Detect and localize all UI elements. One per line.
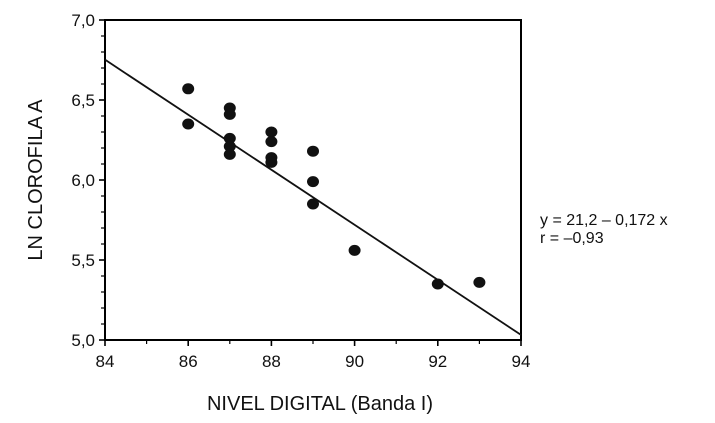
data-point xyxy=(223,108,236,120)
data-point xyxy=(307,176,319,188)
data-point xyxy=(265,156,278,168)
x-tick-label: 84 xyxy=(96,352,115,371)
data-point xyxy=(223,148,236,160)
data-point xyxy=(223,140,236,152)
correlation-coefficient: r = –0,93 xyxy=(540,230,604,247)
x-tick-label: 88 xyxy=(262,352,281,371)
data-point xyxy=(223,132,236,144)
data-point xyxy=(473,276,486,288)
y-tick-label: 6,5 xyxy=(71,91,95,110)
x-tick-label: 94 xyxy=(512,352,531,371)
y-tick-label: 5,5 xyxy=(71,251,95,270)
x-axis-label: NIVEL DIGITAL (Banda I) xyxy=(207,393,433,415)
data-point xyxy=(182,118,195,130)
data-point xyxy=(348,244,361,256)
labels-layer: NIVEL DIGITAL (Banda I) LN CLOROFILA A y… xyxy=(25,99,668,415)
data-point xyxy=(182,83,195,95)
points-layer xyxy=(182,83,486,290)
x-tick-label: 92 xyxy=(428,352,447,371)
x-tick-label: 90 xyxy=(345,352,364,371)
regression-equation: y = 21,2 – 0,172 x xyxy=(540,212,668,229)
regression-line xyxy=(104,58,522,336)
fit-line-layer xyxy=(104,58,522,336)
y-tick-label: 5,0 xyxy=(71,331,95,350)
ticks-layer: 84 86 88 90 92 94 5,0 5,5 6,0 6,5 7,0 xyxy=(71,11,530,371)
y-axis-label: LN CLOROFILA A xyxy=(25,99,47,261)
y-tick-label: 6,0 xyxy=(71,171,95,190)
x-tick-label: 86 xyxy=(179,352,198,371)
data-point xyxy=(307,198,319,210)
y-tick-label: 7,0 xyxy=(71,11,95,30)
data-point xyxy=(307,145,319,157)
data-point xyxy=(431,278,444,290)
data-point xyxy=(265,136,278,148)
data-point xyxy=(265,126,278,138)
